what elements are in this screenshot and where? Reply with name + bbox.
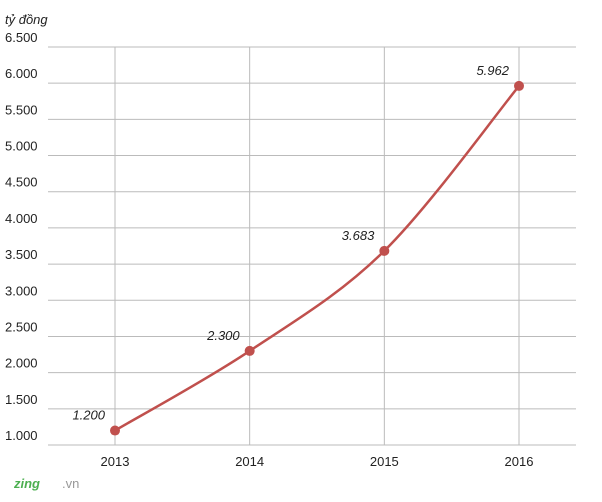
y-tick-label: 6.500 (5, 30, 38, 45)
value-label: 5.962 (476, 63, 509, 78)
value-label: 3.683 (342, 228, 375, 243)
y-tick-label: 1.000 (5, 428, 38, 443)
y-tick-label: 3.000 (5, 283, 38, 298)
y-tick-label: 6.000 (5, 66, 38, 81)
y-tick-label: 4.000 (5, 211, 38, 226)
y-tick-label: 2.000 (5, 356, 38, 371)
x-tick-label: 2015 (370, 454, 399, 469)
value-label: 1.200 (72, 408, 105, 423)
y-tick-label: 3.500 (5, 247, 38, 262)
y-tick-label: 5.500 (5, 102, 38, 117)
logo-brand: zing (13, 476, 40, 491)
logo-domain: .vn (62, 476, 79, 491)
value-label: 2.300 (206, 328, 240, 343)
y-tick-label: 4.500 (5, 175, 38, 190)
x-tick-label: 2016 (505, 454, 534, 469)
point (244, 345, 255, 356)
y-tick-label: 5.000 (5, 139, 38, 154)
point (514, 80, 524, 91)
y-tick-label: 2.500 (5, 319, 38, 334)
point (379, 245, 390, 256)
point (110, 425, 120, 436)
x-tick-label: 2014 (235, 454, 264, 469)
y-axis-label: tỷ đồng (5, 12, 48, 27)
y-tick-label: 1.500 (5, 392, 38, 407)
x-tick-label: 2013 (101, 454, 130, 469)
line (114, 85, 520, 432)
